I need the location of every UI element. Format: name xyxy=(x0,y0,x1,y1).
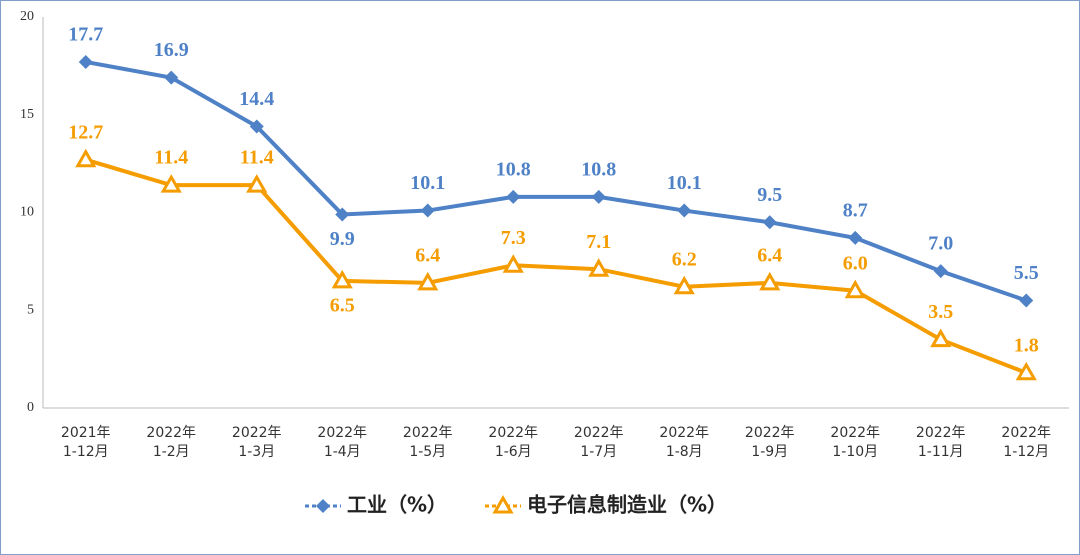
legend-marker xyxy=(316,499,330,513)
y-tick-label: 15 xyxy=(20,107,34,122)
value-label: 9.9 xyxy=(330,228,355,250)
point xyxy=(75,148,97,168)
point xyxy=(759,271,781,291)
value-label: 7.3 xyxy=(501,227,526,249)
x-tick-label: 2022年 xyxy=(659,425,709,441)
point xyxy=(762,215,777,230)
x-tick-label: 2021年 xyxy=(61,425,111,441)
point xyxy=(677,203,692,218)
x-tick-label: 2022年 xyxy=(830,425,880,441)
x-tick-label: 1-11月 xyxy=(918,444,964,460)
point xyxy=(506,189,521,204)
legend-label: 电子信息制造业（%） xyxy=(527,493,727,517)
x-tick-label: 1-7月 xyxy=(580,444,617,460)
value-label: 16.9 xyxy=(154,39,189,61)
value-label: 12.7 xyxy=(68,121,103,143)
value-label: 5.5 xyxy=(1014,262,1039,284)
value-label: 17.7 xyxy=(68,24,103,46)
x-tick-label: 1-4月 xyxy=(324,444,361,460)
value-label: 8.7 xyxy=(843,200,868,222)
y-tick-label: 20 xyxy=(20,9,34,24)
value-label: 14.4 xyxy=(239,88,274,110)
value-label: 6.5 xyxy=(330,295,355,317)
value-label: 7.0 xyxy=(928,233,953,255)
point xyxy=(591,189,606,204)
value-label: 6.4 xyxy=(415,244,440,266)
point xyxy=(844,279,866,299)
point xyxy=(331,269,353,289)
point xyxy=(78,54,93,69)
point xyxy=(1015,361,1037,381)
x-tick-label: 2022年 xyxy=(745,425,795,441)
x-tick-label: 1-8月 xyxy=(666,444,703,460)
value-label: 11.4 xyxy=(240,147,274,169)
x-tick-label: 1-12月 xyxy=(1003,444,1049,460)
point xyxy=(502,254,524,273)
value-label: 10.8 xyxy=(496,158,531,180)
x-tick-label: 1-2月 xyxy=(153,444,190,460)
x-tick-label: 2022年 xyxy=(317,425,367,441)
line xyxy=(85,157,1027,375)
y-tick-label: 10 xyxy=(20,205,34,220)
point xyxy=(249,119,264,134)
value-label: 7.1 xyxy=(586,231,611,253)
y-tick-label: 5 xyxy=(27,302,34,317)
value-label: 9.5 xyxy=(757,184,782,206)
point xyxy=(673,275,695,295)
point xyxy=(246,174,268,193)
point xyxy=(930,328,952,348)
point xyxy=(588,258,610,277)
point xyxy=(417,271,439,291)
value-label: 10.1 xyxy=(410,172,445,194)
y-tick-label: 0 xyxy=(27,400,34,415)
x-tick-label: 2022年 xyxy=(574,425,624,441)
x-tick-label: 2022年 xyxy=(1001,425,1051,441)
legend-label: 工业（%） xyxy=(347,493,447,517)
x-tick-label: 1-3月 xyxy=(238,444,275,460)
x-tick-label: 1-9月 xyxy=(751,444,788,460)
legend-marker xyxy=(492,494,514,514)
x-tick-label: 2022年 xyxy=(146,425,196,441)
point xyxy=(848,230,863,245)
value-label: 6.2 xyxy=(672,248,697,270)
x-tick-label: 1-6月 xyxy=(495,444,532,460)
point xyxy=(164,70,179,85)
point xyxy=(160,174,182,193)
point xyxy=(420,203,435,218)
x-tick-label: 2022年 xyxy=(403,425,453,441)
line xyxy=(85,59,1027,303)
value-label: 6.0 xyxy=(843,252,868,274)
value-label: 3.5 xyxy=(928,301,953,323)
value-label: 10.8 xyxy=(581,158,616,180)
point xyxy=(1019,293,1034,308)
x-tick-label: 2022年 xyxy=(488,425,538,441)
value-label: 1.8 xyxy=(1014,334,1039,356)
value-label: 10.1 xyxy=(667,172,702,194)
x-tick-label: 2022年 xyxy=(916,425,966,441)
x-tick-label: 1-10月 xyxy=(832,444,878,460)
point xyxy=(933,264,948,279)
x-tick-label: 1-12月 xyxy=(63,444,109,460)
x-tick-label: 2022年 xyxy=(232,425,282,441)
value-label: 11.4 xyxy=(154,147,188,169)
point xyxy=(335,207,350,222)
x-tick-label: 1-5月 xyxy=(409,444,446,460)
value-label: 6.4 xyxy=(757,244,782,266)
